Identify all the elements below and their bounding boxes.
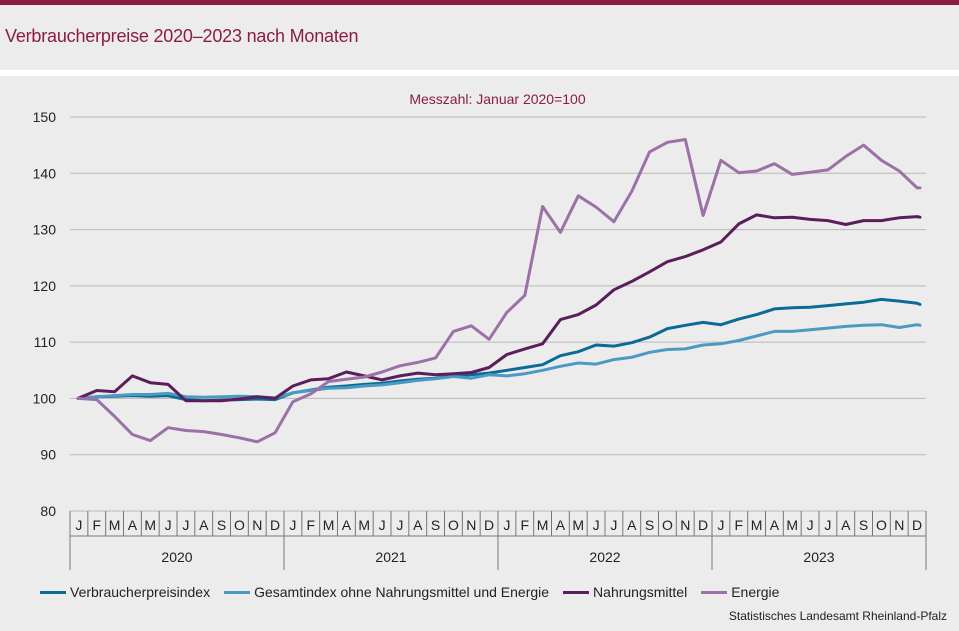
month-label: O — [234, 517, 245, 533]
title-separator — [0, 70, 959, 76]
series-line-verbraucherpreisindex — [76, 297, 922, 403]
month-label: J — [717, 517, 724, 533]
month-label: N — [466, 517, 476, 533]
month-label: J — [593, 517, 600, 533]
year-label: 2023 — [803, 549, 834, 565]
year-label: 2021 — [375, 549, 406, 565]
month-label: J — [75, 517, 82, 533]
legend-swatch — [701, 590, 728, 594]
month-label: M — [537, 517, 549, 533]
month-label: O — [662, 517, 673, 533]
page-title: Verbraucherpreise 2020–2023 nach Monaten — [5, 26, 359, 46]
month-label: M — [572, 517, 584, 533]
month-label: M — [109, 517, 121, 533]
month-label: D — [270, 517, 280, 533]
month-label: S — [431, 517, 440, 533]
month-label: F — [734, 517, 743, 533]
month-label: M — [786, 517, 798, 533]
month-label: N — [894, 517, 904, 533]
legend-item-verbraucherpreisindex: Verbraucherpreisindex — [40, 584, 210, 600]
month-label: D — [484, 517, 494, 533]
month-label: J — [807, 517, 814, 533]
y-tick-label: 90 — [40, 447, 56, 463]
legend-swatch — [40, 590, 66, 594]
month-label: M — [358, 517, 370, 533]
series-line-nahrungsmittel — [76, 213, 922, 403]
top-accent-bar — [0, 0, 959, 5]
month-label: J — [182, 517, 189, 533]
month-label: D — [698, 517, 708, 533]
month-label: M — [144, 517, 156, 533]
month-label: O — [448, 517, 459, 533]
series-line-gesamtindex-ohne-nahrungsmittel-und-energie — [76, 323, 922, 400]
month-label: J — [289, 517, 296, 533]
month-label: S — [859, 517, 868, 533]
month-label: A — [128, 517, 138, 533]
month-label: J — [396, 517, 403, 533]
series-line-energie — [76, 138, 922, 444]
month-label: F — [306, 517, 315, 533]
y-tick-label: 150 — [33, 109, 57, 125]
month-label: D — [912, 517, 922, 533]
y-tick-label: 100 — [33, 390, 57, 406]
month-label: M — [323, 517, 335, 533]
year-label: 2022 — [589, 549, 620, 565]
month-label: A — [342, 517, 352, 533]
month-label: S — [645, 517, 654, 533]
y-tick-label: 80 — [40, 503, 56, 519]
month-label: A — [627, 517, 637, 533]
month-label: J — [824, 517, 831, 533]
month-label: N — [252, 517, 262, 533]
chart-panel: 80 90 100 110 120 130 140 150 J F M A M J J A S O N D J F M A M J… — [0, 76, 959, 631]
month-label: F — [92, 517, 101, 533]
month-label: J — [379, 517, 386, 533]
month-label: A — [199, 517, 209, 533]
month-label: A — [413, 517, 423, 533]
year-label: 2020 — [161, 549, 192, 565]
legend-label: Energie — [731, 584, 780, 600]
legend-item-nahrungsmittel: Nahrungsmittel — [563, 584, 687, 600]
legend-label: Gesamtindex ohne Nahrungsmittel und Ener… — [254, 584, 550, 600]
month-label: A — [770, 517, 780, 533]
y-tick-label: 140 — [33, 165, 57, 181]
month-label: S — [217, 517, 226, 533]
month-label: J — [610, 517, 617, 533]
month-label: A — [841, 517, 851, 533]
legend-item-energie: Energie — [701, 584, 779, 600]
month-label: J — [503, 517, 510, 533]
month-label: O — [876, 517, 887, 533]
month-label: M — [751, 517, 763, 533]
month-label: A — [556, 517, 566, 533]
chart-subtitle: Messzahl: Januar 2020=100 — [409, 91, 586, 107]
legend-label: Verbraucherpreisindex — [70, 584, 211, 600]
month-label: J — [165, 517, 172, 533]
y-tick-label: 130 — [33, 222, 57, 238]
legend-swatch — [563, 590, 590, 594]
y-tick-label: 120 — [33, 278, 57, 294]
legend-item-gesamtindex: Gesamtindex ohne Nahrungsmittel und Ener… — [224, 584, 549, 600]
y-tick-label: 110 — [34, 334, 57, 350]
month-label: N — [680, 517, 690, 533]
legend-swatch — [224, 590, 251, 594]
legend-label: Nahrungsmittel — [593, 584, 688, 600]
source-note: Statistisches Landesamt Rheinland-Pfalz — [728, 609, 947, 623]
chart-legend: Verbraucherpreisindex Gesamtindex ohne N… — [40, 583, 793, 601]
month-label: F — [520, 517, 529, 533]
